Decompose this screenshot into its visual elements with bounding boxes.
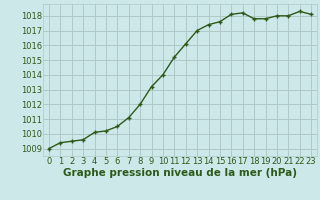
X-axis label: Graphe pression niveau de la mer (hPa): Graphe pression niveau de la mer (hPa) xyxy=(63,168,297,178)
